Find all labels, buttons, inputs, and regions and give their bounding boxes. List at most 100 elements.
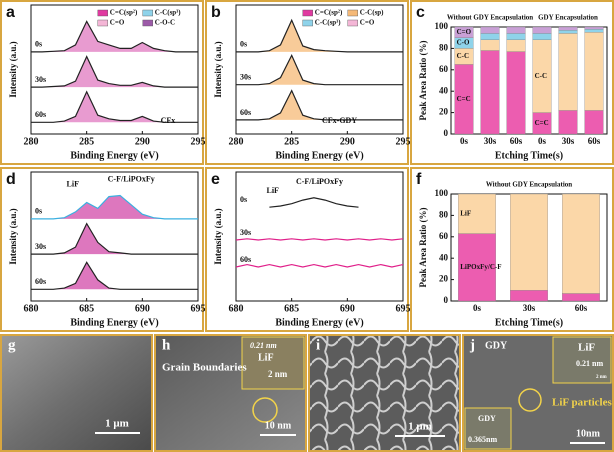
y-tick-label: 0: [444, 128, 449, 138]
spectrum-line: [236, 18, 403, 53]
x-axis-label: Binding Energy (eV): [70, 317, 158, 328]
panel-label: c: [416, 4, 425, 21]
spectrum-line: [236, 54, 403, 86]
bar-segment: [584, 28, 604, 33]
annotation: Grain Boundaries: [162, 362, 247, 374]
bar-segment: [558, 33, 578, 111]
panel-label: j: [469, 337, 475, 353]
spectrum-line: [235, 263, 404, 268]
series-label: 30s: [240, 73, 251, 82]
plot-frame: [30, 171, 199, 302]
annotation: GDY: [485, 340, 508, 351]
bar-segment: [558, 26, 578, 31]
x-axis-label: Etching Time(s): [495, 150, 563, 161]
bar-segment: [506, 39, 526, 52]
bar-segment: [506, 33, 526, 40]
panel-border: [0, 0, 204, 165]
panel-border: [205, 167, 409, 332]
legend-label: C=O: [110, 19, 125, 27]
annotation: 0.21 nm: [576, 359, 603, 368]
panel-border: [0, 167, 204, 332]
x-tick-label: 685: [284, 303, 299, 314]
plot-frame: [235, 4, 404, 135]
bar-segment: [506, 26, 526, 34]
x-tick-label: 285: [79, 136, 94, 147]
x-tick-label: 695: [396, 303, 411, 314]
segment-label: C=C: [457, 95, 471, 103]
annotation: LiF particles: [552, 397, 612, 409]
x-tick-label: 680: [24, 303, 39, 314]
panel-label: i: [316, 337, 320, 353]
legend-swatch: [347, 9, 358, 17]
panel-label: h: [162, 337, 171, 353]
series-label: 0s: [35, 40, 42, 49]
bar-segment: [480, 33, 500, 40]
micrograph-g: g 1 μm: [0, 334, 153, 452]
y-axis-label: Peak Area Ratio (%): [418, 207, 428, 287]
x-tick-label: 290: [135, 136, 150, 147]
x-axis-label: Binding Energy (eV): [275, 150, 363, 161]
plot-frame: [30, 4, 199, 135]
x-axis-label: Etching Time(s): [495, 317, 563, 328]
legend-label: C-C(sp³): [155, 9, 181, 17]
bar-segment: [454, 26, 474, 38]
x-tick-label: 30s: [523, 303, 536, 313]
bar-segment: [458, 233, 496, 302]
bar-segment: [480, 26, 500, 34]
series-label: 30s: [35, 242, 46, 251]
series-label: 60s: [240, 255, 251, 264]
plot-frame: [450, 26, 608, 135]
annotation: LiF: [267, 186, 280, 195]
bar-segment: [562, 193, 600, 294]
legend-label: C-C(sp): [360, 9, 384, 17]
panel-label: a: [6, 4, 15, 21]
legend-swatch: [302, 19, 313, 27]
x-tick-label: 695: [191, 303, 206, 314]
x-tick-label: 0s: [460, 136, 469, 146]
y-tick-label: 20: [439, 274, 449, 284]
y-axis-label: Intensity (a.u.): [8, 208, 18, 264]
panel-label: f: [416, 171, 422, 188]
annotation: 0.365nm: [468, 435, 497, 444]
y-axis-label: Intensity (a.u.): [213, 41, 223, 97]
legend-label: C-O-C: [155, 19, 175, 27]
bar-segment: [532, 26, 552, 34]
scale-bar: 10 nm: [265, 420, 292, 431]
group-title: Without GDY Encapsulation: [447, 14, 533, 22]
y-tick-label: 60: [439, 64, 449, 74]
scale-bar: 1 μm: [105, 418, 129, 430]
spectrum-line: [31, 222, 198, 255]
legend-label: C=C(sp²): [110, 9, 138, 17]
spectrum-line: [269, 197, 359, 208]
segment-label: C-O: [457, 39, 470, 47]
panel-label: b: [211, 4, 221, 21]
y-tick-label: 40: [439, 252, 449, 262]
segment-label: LiPOxFy/C-F: [460, 263, 501, 271]
x-tick-label: 285: [284, 136, 299, 147]
legend-label: C=C(sp²): [315, 9, 343, 17]
x-tick-label: 0s: [473, 303, 482, 313]
series-label: 30s: [35, 75, 46, 84]
y-tick-label: 0: [444, 295, 449, 305]
bar-segment: [458, 193, 496, 234]
bar-segment: [506, 51, 526, 135]
y-tick-label: 80: [439, 42, 449, 52]
group-title: Without GDY Encapsulation: [486, 181, 572, 189]
annotation: LiF: [258, 352, 274, 363]
bar-segment: [558, 30, 578, 34]
x-tick-label: 295: [396, 136, 411, 147]
y-axis-label: Peak Area Ratio (%): [418, 40, 428, 120]
annotation: 2 nm: [596, 375, 608, 380]
legend-label: C=O: [360, 19, 375, 27]
y-tick-label: 100: [435, 21, 449, 31]
spectrum-line: [31, 20, 198, 53]
y-axis-label: Intensity (a.u.): [213, 208, 223, 264]
micrograph-i: i 1 μm: [308, 334, 461, 452]
annotation: CFx-GDY: [322, 116, 357, 125]
segment-label: C-C: [457, 52, 469, 60]
peak-fill: [31, 223, 198, 255]
series-label: 0s: [240, 40, 247, 49]
y-axis-label: Intensity (a.u.): [8, 41, 18, 97]
x-tick-label: 295: [191, 136, 206, 147]
x-tick-label: 280: [229, 136, 244, 147]
